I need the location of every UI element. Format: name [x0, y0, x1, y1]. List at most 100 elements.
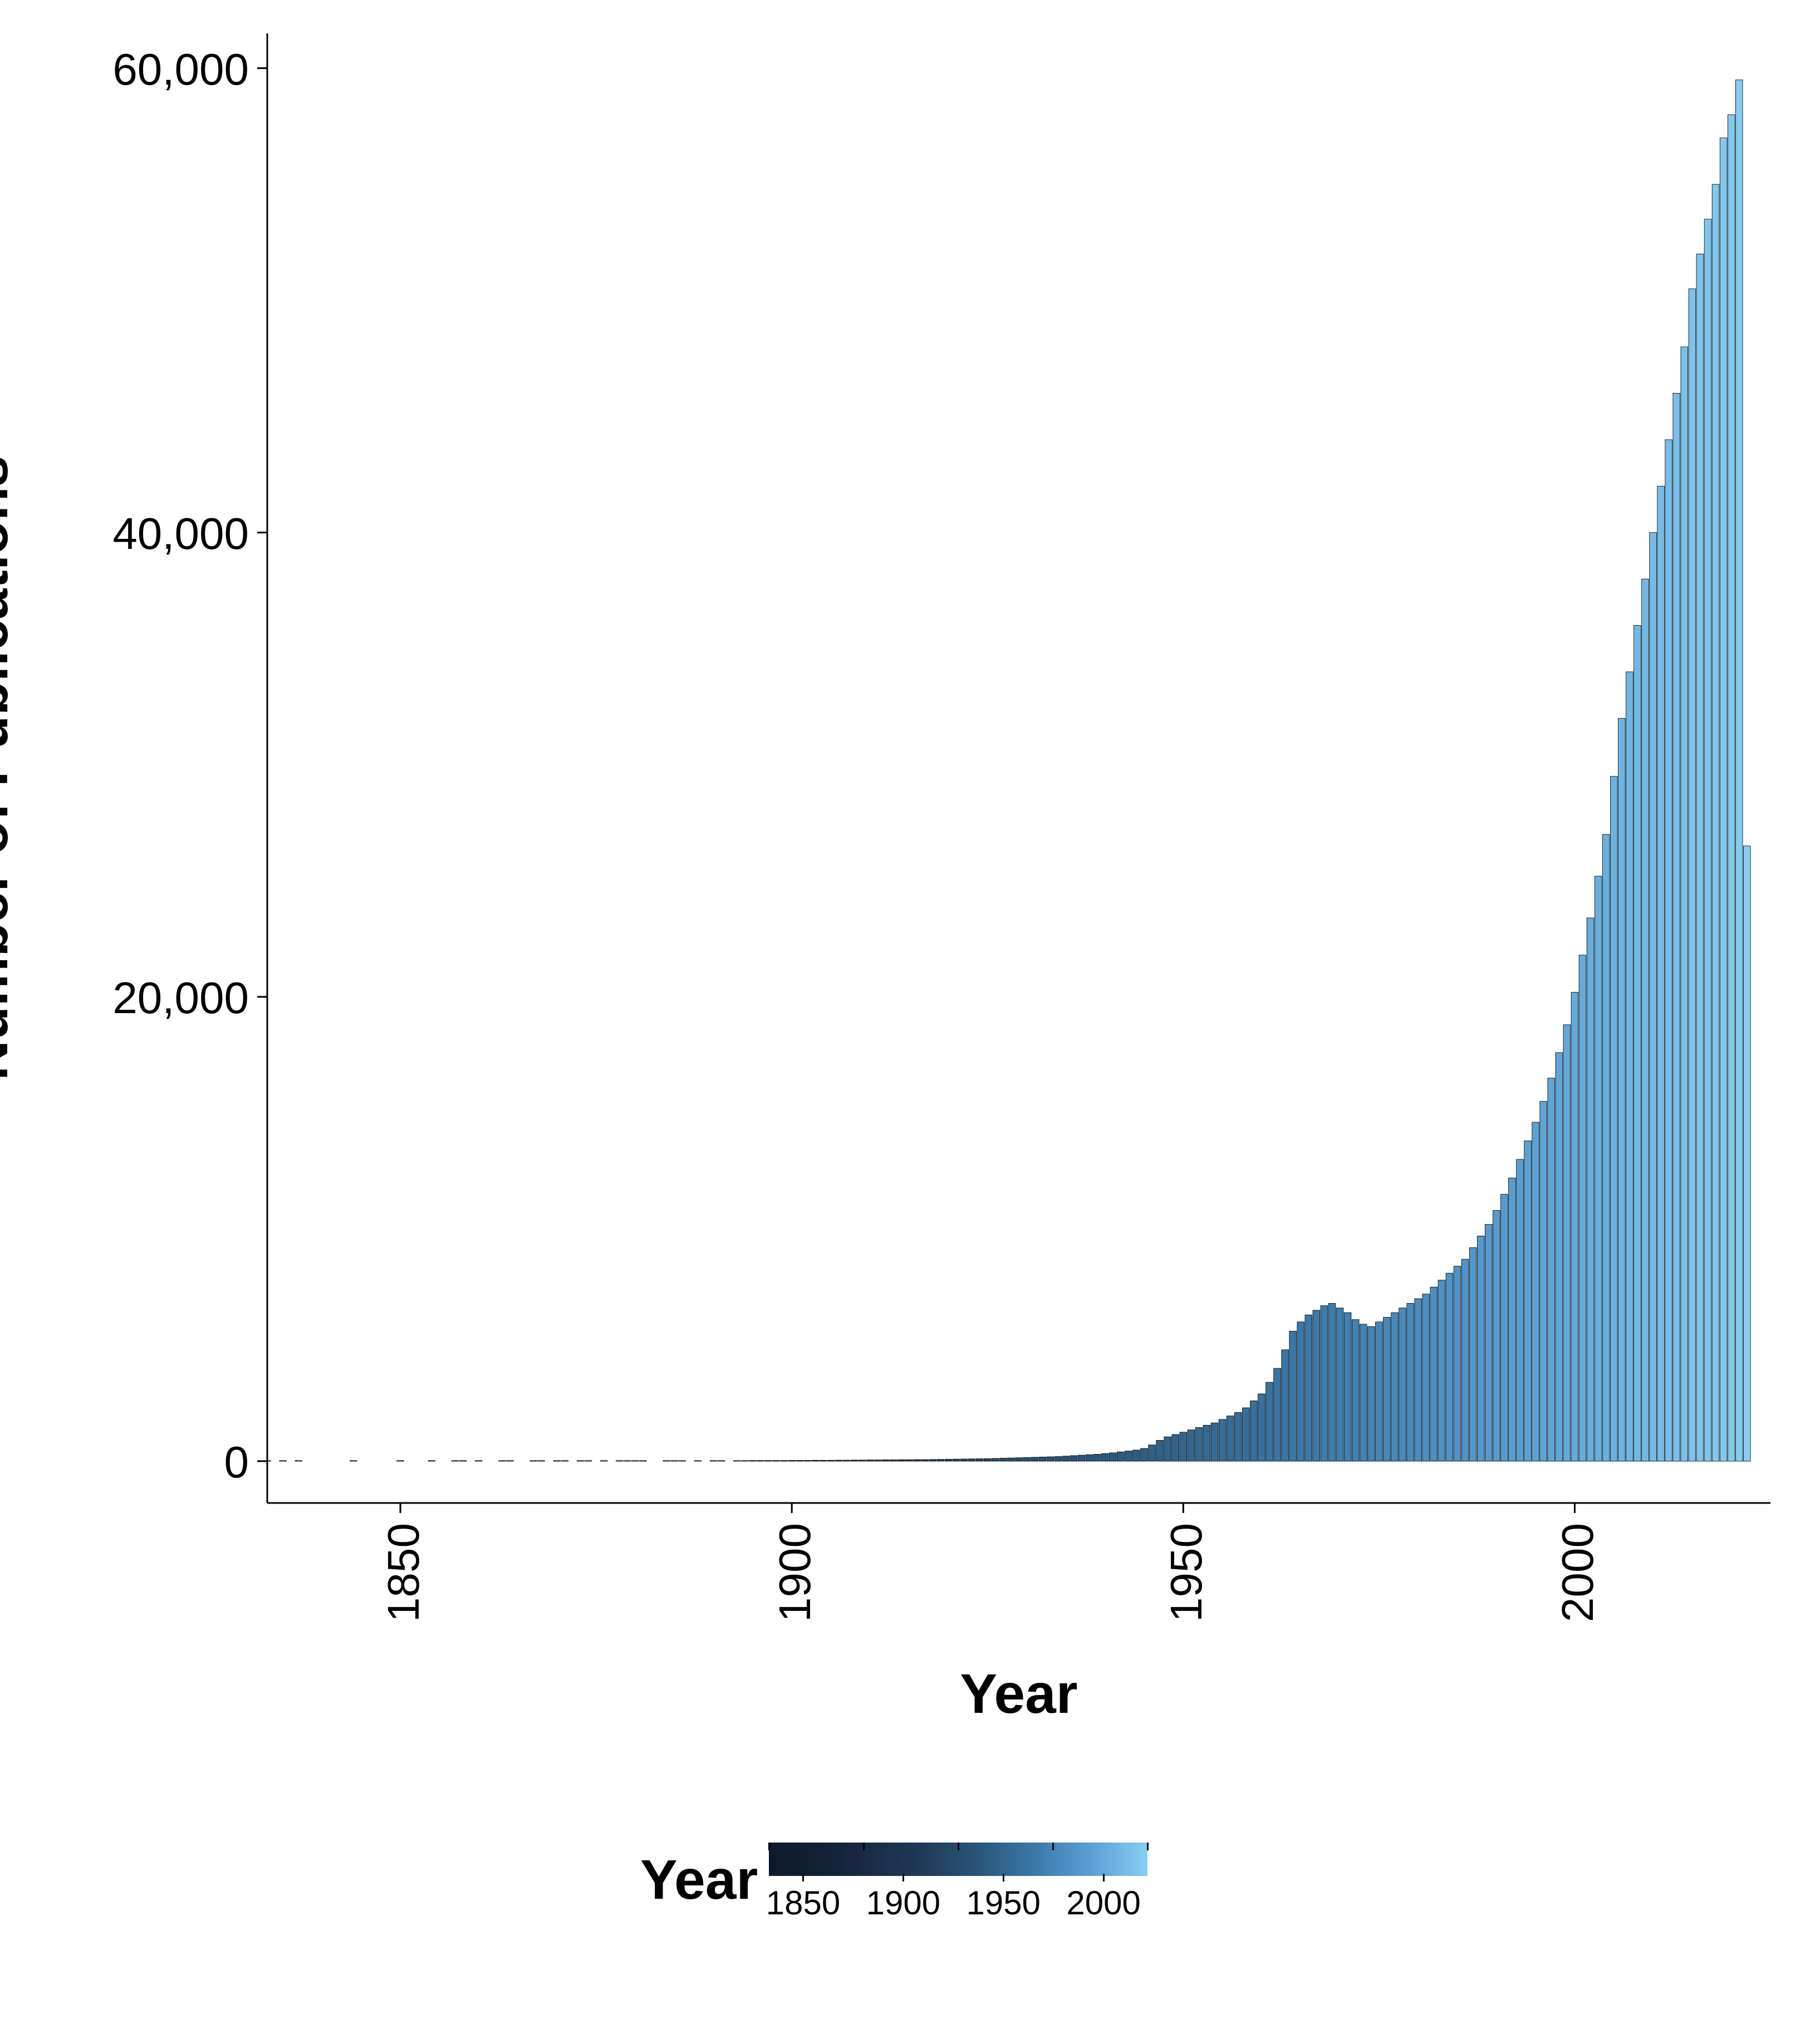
bar [1313, 1310, 1320, 1461]
bar [796, 1460, 803, 1461]
bar [1407, 1303, 1414, 1461]
legend-title: Year [640, 1843, 758, 1912]
bar [827, 1460, 835, 1461]
bar [1509, 1178, 1516, 1461]
bar [1258, 1394, 1265, 1461]
bar [1650, 533, 1657, 1461]
bar [1141, 1448, 1148, 1461]
bar [1000, 1458, 1007, 1461]
bar [1602, 834, 1610, 1461]
bar [1321, 1305, 1328, 1461]
y-tick-label: 0 [224, 1437, 249, 1488]
bar [1391, 1313, 1399, 1461]
bar [1016, 1458, 1023, 1461]
bar [1093, 1454, 1101, 1461]
bar [1485, 1225, 1492, 1461]
bar [843, 1460, 850, 1461]
bar [1735, 80, 1743, 1461]
bar [890, 1460, 897, 1461]
bar [1469, 1247, 1476, 1461]
bar [1180, 1432, 1187, 1461]
bar [804, 1460, 811, 1461]
bar [1446, 1273, 1453, 1461]
bar [1704, 219, 1711, 1461]
bar [1227, 1416, 1234, 1461]
bar [1109, 1453, 1116, 1461]
x-tick-label: 1900 [769, 1523, 821, 1622]
bar [1712, 184, 1719, 1461]
bar [1665, 440, 1672, 1461]
bar [1211, 1423, 1218, 1461]
y-tick-label: 60,000 [112, 44, 249, 95]
bar [898, 1460, 905, 1461]
bar [1634, 626, 1641, 1461]
bar [1461, 1259, 1469, 1461]
bar [1086, 1455, 1093, 1461]
bar [953, 1459, 960, 1461]
color-legend: Year 1850190019502000 [640, 1843, 1147, 1912]
legend-tick-label: 2000 [1066, 1884, 1140, 1922]
bar [1376, 1322, 1383, 1461]
bar [1367, 1327, 1375, 1461]
bar [960, 1459, 968, 1461]
legend-tick-label: 1850 [766, 1884, 840, 1922]
bar [1047, 1457, 1054, 1461]
bar [1274, 1368, 1281, 1461]
bar [1587, 918, 1594, 1461]
bar [1172, 1435, 1179, 1461]
bar [1164, 1437, 1171, 1461]
bar [1626, 672, 1633, 1461]
bar [1524, 1141, 1532, 1461]
bar [875, 1460, 882, 1461]
chart-container: Number of Publications Year 020,00040,00… [0, 0, 1820, 2019]
bar [1540, 1101, 1547, 1461]
bar [1195, 1427, 1203, 1461]
bar [906, 1460, 913, 1461]
bar [1657, 486, 1665, 1461]
bar [1023, 1457, 1031, 1461]
bar [1681, 347, 1688, 1461]
bar [1062, 1456, 1070, 1461]
bar [921, 1460, 929, 1461]
bar [1477, 1236, 1484, 1461]
bar [1266, 1382, 1273, 1461]
bar [1188, 1430, 1195, 1461]
bar [1078, 1455, 1085, 1461]
y-tick-label: 20,000 [112, 972, 249, 1024]
bar [1282, 1350, 1289, 1461]
x-axis-label: Year [267, 1662, 1770, 1726]
bar [1673, 393, 1680, 1461]
bar [882, 1460, 890, 1461]
bar [1501, 1194, 1508, 1461]
bar [1517, 1160, 1524, 1461]
bar [968, 1459, 975, 1461]
bar [1031, 1457, 1038, 1461]
bar [1743, 846, 1750, 1461]
bar [1720, 138, 1727, 1461]
legend-tick-label: 1900 [866, 1884, 940, 1922]
bar [1203, 1425, 1210, 1461]
bar [1399, 1308, 1406, 1461]
bar [945, 1459, 952, 1461]
bar [1133, 1450, 1140, 1461]
bar [1336, 1308, 1343, 1461]
bar [1610, 777, 1617, 1461]
bar [1234, 1412, 1242, 1461]
bar [937, 1460, 944, 1461]
bar [1563, 1025, 1571, 1461]
bar [1070, 1456, 1077, 1461]
bar [1289, 1331, 1297, 1461]
x-tick-label: 1850 [378, 1523, 429, 1622]
bar [1438, 1280, 1445, 1461]
bar [851, 1460, 858, 1461]
bar [1532, 1122, 1539, 1461]
bar [1728, 115, 1735, 1461]
bar [1422, 1294, 1430, 1461]
bar [820, 1460, 827, 1461]
bar [1039, 1457, 1046, 1461]
bar [1689, 289, 1696, 1461]
x-tick-label: 2000 [1552, 1523, 1603, 1622]
bar [984, 1458, 991, 1461]
bar [1149, 1445, 1156, 1461]
bar [1008, 1458, 1015, 1461]
